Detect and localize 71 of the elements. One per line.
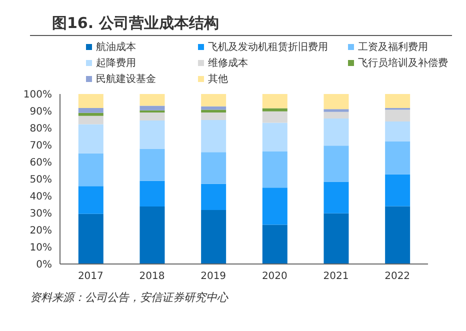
- bar: [262, 111, 288, 123]
- bar: [262, 94, 288, 108]
- x-tick-label: 2022: [384, 271, 410, 282]
- bar: [140, 106, 165, 110]
- legend-label: 民航建设基金: [96, 72, 156, 86]
- y-tick-label: 30%: [30, 208, 52, 220]
- bar: [201, 110, 226, 113]
- bar: [262, 224, 288, 264]
- bar: [78, 124, 104, 154]
- bar: [262, 151, 288, 188]
- bar: [140, 94, 165, 106]
- x-tick-label: 2021: [323, 271, 349, 282]
- bar: [385, 141, 410, 174]
- legend-label: 维修成本: [208, 56, 248, 70]
- bar: [385, 94, 410, 108]
- bar: [201, 94, 226, 106]
- y-tick-label: 60%: [30, 158, 52, 169]
- bar: [324, 182, 349, 214]
- bar: [262, 108, 288, 112]
- bar: [201, 184, 226, 210]
- bar: [262, 188, 288, 225]
- x-tick-label: 2019: [200, 271, 226, 282]
- bar: [140, 112, 165, 121]
- legend-label: 工资及福利费用: [358, 40, 428, 54]
- y-tick-label: 80%: [30, 124, 52, 135]
- bar: [324, 109, 349, 112]
- bar: [78, 108, 104, 113]
- bar: [324, 146, 349, 182]
- bar: [140, 180, 165, 207]
- bar: [78, 94, 104, 108]
- y-tick-label: 10%: [30, 242, 52, 254]
- bar: [140, 148, 165, 181]
- y-tick-label: 40%: [30, 192, 52, 203]
- x-tick-label: 2017: [78, 271, 104, 282]
- bar: [140, 110, 165, 113]
- y-tick-label: 70%: [30, 140, 52, 152]
- legend-label: 飞行员培训及补偿费: [358, 56, 448, 70]
- bar: [385, 122, 410, 142]
- x-tick-label: 2020: [262, 271, 288, 282]
- legend-label: 飞机及发动机租赁折旧费用: [208, 40, 328, 54]
- bar: [262, 122, 288, 152]
- text: 资料来源：公司公告，安信证券研究中心: [30, 290, 230, 305]
- bar: [385, 110, 410, 122]
- chart-title: 图16. 公司营业成本结构: [30, 8, 452, 36]
- bar: [78, 153, 104, 186]
- bar: [201, 106, 226, 110]
- bar: [324, 94, 349, 110]
- y-tick-label: 20%: [30, 226, 52, 237]
- bar: [78, 186, 104, 214]
- bar: [201, 112, 226, 120]
- y-tick-label: 0%: [36, 260, 52, 271]
- legend-label: 航油成本: [96, 40, 136, 54]
- legend-label: 其他: [208, 72, 228, 86]
- bar: [324, 213, 349, 264]
- bar: [324, 112, 349, 118]
- bar: [140, 120, 165, 149]
- bar: [78, 214, 104, 264]
- y-tick-label: 50%: [30, 174, 52, 186]
- bar: [201, 120, 226, 152]
- y-tick-label: 90%: [30, 106, 52, 118]
- bar: [385, 174, 410, 206]
- x-tick-label: 2018: [139, 271, 165, 282]
- bar: [78, 116, 104, 124]
- legend-label: 起降费用: [96, 56, 136, 70]
- bar: [201, 152, 226, 184]
- bar: [385, 206, 410, 264]
- bar: [78, 112, 104, 116]
- bar: [140, 206, 165, 264]
- bar: [324, 118, 349, 146]
- y-tick-label: 100%: [23, 90, 52, 101]
- bar: [201, 210, 226, 264]
